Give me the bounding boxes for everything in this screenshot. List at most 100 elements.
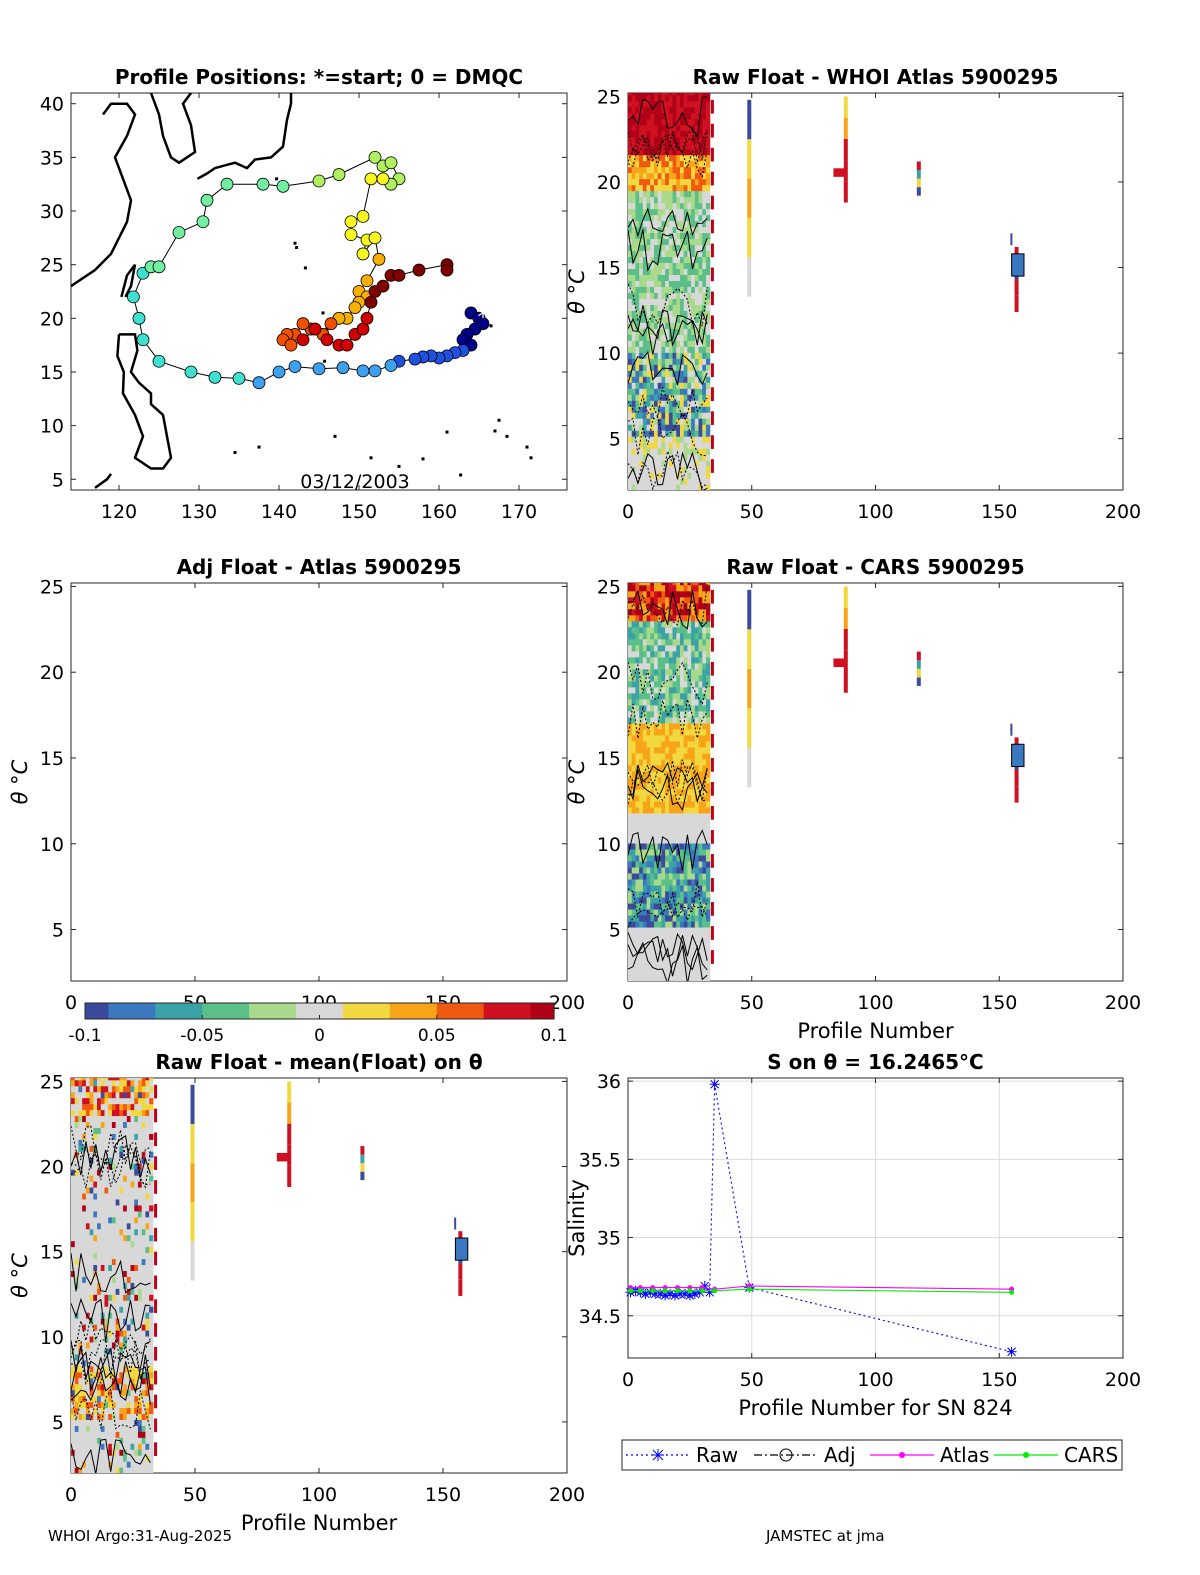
cars-cell xyxy=(691,614,696,622)
whoi-cell xyxy=(650,388,655,395)
mean-cell xyxy=(137,1234,143,1242)
whoi-cell xyxy=(694,232,700,240)
whoi-cell xyxy=(691,442,696,449)
cars-cell xyxy=(646,836,651,844)
cars-cell xyxy=(683,812,688,820)
cars-cell xyxy=(642,728,648,736)
mean-cell xyxy=(141,1443,146,1450)
mean-cell xyxy=(111,1204,117,1212)
cars-cell xyxy=(694,938,700,946)
mean-cell xyxy=(119,1139,124,1146)
whoi-cell xyxy=(702,292,707,299)
mean-cell xyxy=(97,1312,102,1319)
whoi-cell xyxy=(650,400,655,407)
mean-cell xyxy=(82,1431,87,1438)
mean-cell xyxy=(74,1252,80,1260)
whoi-cell xyxy=(694,430,700,437)
whoi-cell xyxy=(672,280,677,287)
mean-cell xyxy=(100,1324,106,1331)
cars-cell xyxy=(698,794,703,802)
cars-cell xyxy=(676,926,681,934)
whoi-cell xyxy=(679,238,685,246)
colorbar-swatch xyxy=(483,1003,493,1019)
mean-cell xyxy=(134,1401,139,1409)
cars-cell xyxy=(665,878,670,886)
whoi-cell xyxy=(705,124,711,132)
mean-cell xyxy=(126,1133,132,1140)
whoi-cell xyxy=(683,430,688,437)
mean-cell xyxy=(93,1312,98,1319)
whoi-cell xyxy=(628,406,633,413)
whoi-cell xyxy=(694,112,700,120)
mean-cell xyxy=(115,1103,120,1111)
cars-cell xyxy=(646,782,651,790)
float-position-marker xyxy=(372,252,386,266)
mean-cell xyxy=(130,1228,135,1236)
whoi-cell xyxy=(698,394,703,401)
whoi-cell xyxy=(668,268,674,275)
mean-cell xyxy=(93,1216,98,1224)
whoi-cell xyxy=(631,196,637,204)
mean-cell xyxy=(130,1163,135,1170)
mean-cell xyxy=(104,1133,109,1140)
cars-cell xyxy=(628,860,633,868)
mean-cell xyxy=(115,1288,120,1295)
mean-cell xyxy=(71,1312,76,1319)
whoi-cell xyxy=(657,256,663,264)
mean-cell xyxy=(78,1181,83,1188)
cars-cell xyxy=(694,902,700,910)
cars-edge-dash xyxy=(710,878,714,892)
cars-cell xyxy=(683,632,688,640)
whoi-cell xyxy=(698,184,703,192)
cars-cell xyxy=(672,626,677,634)
cars-cell xyxy=(672,776,677,784)
cars-cell xyxy=(631,674,637,682)
mean-cell xyxy=(100,1306,106,1313)
whoi-cell xyxy=(642,214,648,222)
whoi-cell xyxy=(657,130,663,138)
mean-cell xyxy=(78,1192,83,1200)
cars-cell xyxy=(698,782,703,790)
whoi-cell xyxy=(691,154,696,162)
mean-cell xyxy=(97,1276,102,1283)
mean-cell xyxy=(111,1383,117,1391)
whoi-cell xyxy=(635,274,640,281)
mean-cell xyxy=(71,1151,76,1158)
cars-cell xyxy=(672,608,677,616)
mean-cell xyxy=(111,1097,117,1105)
mean-cell xyxy=(126,1097,132,1105)
map-date-label: 03/12/2003 xyxy=(300,471,410,493)
whoi-cell xyxy=(668,346,674,353)
cars-cell xyxy=(687,938,692,946)
whoi-cell xyxy=(679,220,685,228)
cars-cell xyxy=(691,638,696,646)
whoi-cell xyxy=(672,238,677,246)
whoi-cell xyxy=(679,232,685,240)
cars-cell xyxy=(646,638,651,646)
cars-cell xyxy=(650,896,655,904)
whoi-cell xyxy=(668,226,674,234)
whoi-cell xyxy=(631,400,637,407)
cars-cell xyxy=(676,650,681,658)
cars-cell xyxy=(635,776,640,784)
cars-cell xyxy=(653,728,659,736)
cars-cell xyxy=(679,722,685,730)
whoi-cell xyxy=(635,448,640,455)
cars-cell xyxy=(694,824,700,832)
cars-cell xyxy=(646,662,651,670)
mean-cell xyxy=(89,1401,94,1409)
mean-cell xyxy=(130,1341,135,1349)
cars-cell xyxy=(657,806,663,814)
cars-cell xyxy=(676,746,681,754)
cars-cell xyxy=(698,764,703,772)
mean-cell xyxy=(141,1103,146,1111)
mean-cell xyxy=(119,1425,124,1432)
cars-profile-column xyxy=(747,629,752,669)
cars-cell xyxy=(676,908,681,916)
cars-cell xyxy=(694,842,700,850)
mean-cell xyxy=(115,1157,120,1164)
cars-cell xyxy=(698,890,703,898)
cars-cell xyxy=(657,692,663,700)
whoi-cell xyxy=(639,328,644,335)
cars-cell xyxy=(665,590,670,598)
